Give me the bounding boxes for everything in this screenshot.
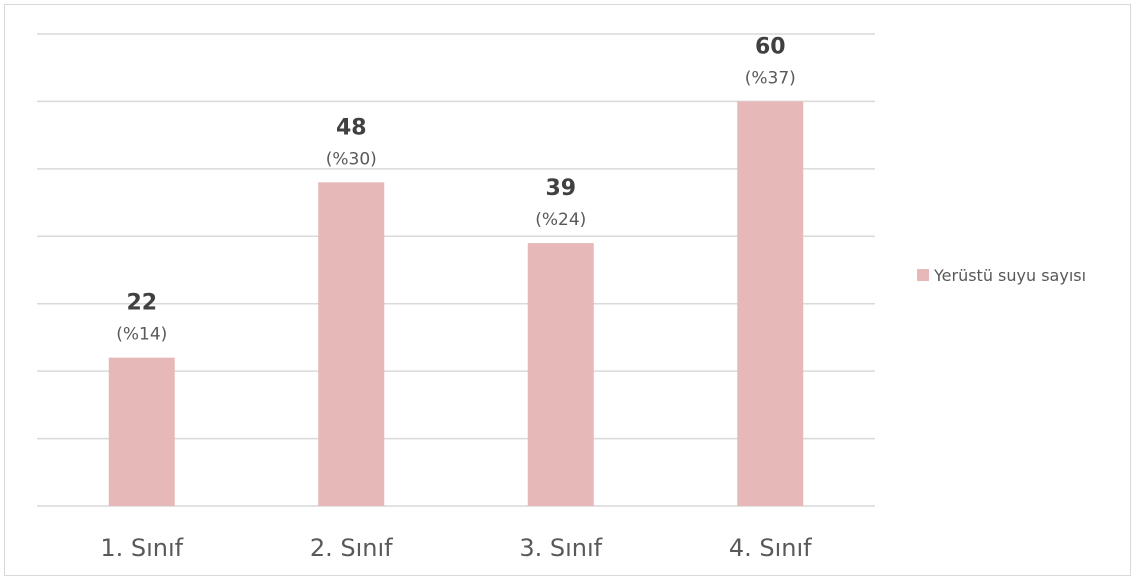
category-tick-label: 4. Sınıf [729,534,812,562]
category-tick-label: 2. Sınıf [310,534,393,562]
value-label: 39 [545,176,576,201]
category-axis: 1. Sınıf 2. Sınıf 3. Sınıf 4. Sınıf [100,534,812,562]
legend: Yerüstü suyu sayısı [917,266,1086,285]
chart-frame: 22 (%14) 48 (%30) 39 (%24) 60 (%37) 1. Sınıf 2. … [4,4,1131,576]
percent-label: (%14) [116,325,167,345]
value-label: 22 [126,291,157,316]
gridlines [37,33,875,507]
bar-2 [318,182,385,507]
data-labels: 22 (%14) 48 (%30) 39 (%24) 60 (%37) [116,34,796,344]
legend-label: Yerüstü suyu sayısı [933,266,1086,285]
bar-chart: 22 (%14) 48 (%30) 39 (%24) 60 (%37) 1. Sınıf 2. … [37,33,1086,562]
value-label: 60 [755,34,786,59]
category-tick-label: 3. Sınıf [519,534,602,562]
bar-1 [108,357,175,506]
legend-swatch [917,269,929,281]
bars [108,101,804,507]
category-tick-label: 1. Sınıf [100,534,183,562]
value-label: 48 [336,115,367,140]
bar-4 [737,101,804,506]
percent-label: (%24) [535,210,586,230]
percent-label: (%30) [326,149,377,169]
percent-label: (%37) [745,68,796,88]
bar-3 [527,243,594,506]
